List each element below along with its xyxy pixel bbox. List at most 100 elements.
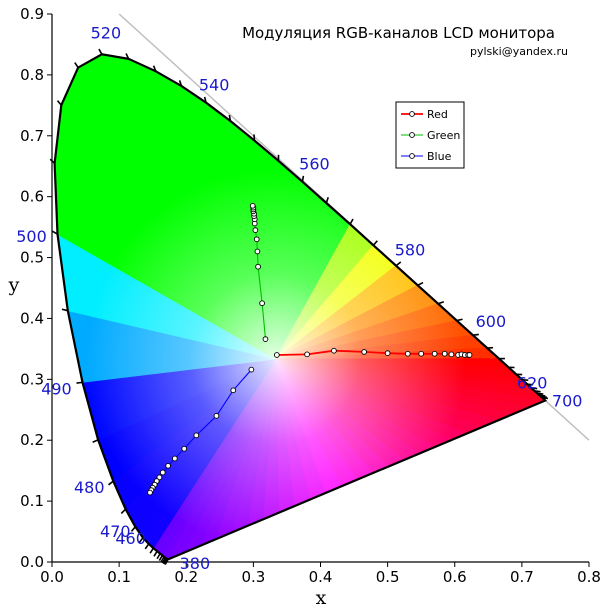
wavelength-label-560: 560	[299, 155, 330, 174]
red-series-point	[431, 350, 438, 357]
chart-title: Модуляция RGB-каналов LCD монитора	[242, 24, 555, 42]
x-tick-label: 0.5	[376, 568, 400, 586]
wavelength-label-620: 620	[517, 373, 548, 392]
wavelength-tick	[152, 65, 157, 72]
chromaticity-fill	[54, 54, 546, 560]
wavelength-tick	[61, 308, 68, 312]
x-tick-label: 0.4	[309, 568, 333, 586]
wavelength-tick	[162, 558, 168, 565]
wavelength-tick	[125, 53, 130, 60]
blue-series-point	[147, 489, 153, 496]
wavelength-tick	[472, 333, 479, 336]
wavelength-tick	[534, 390, 541, 393]
wavelength-tick	[537, 392, 544, 395]
wavelength-ticks	[49, 48, 549, 565]
y-tick-label: 0.0	[20, 553, 44, 571]
x-axis-label: x	[316, 587, 327, 607]
green-series-point	[252, 227, 259, 234]
wavelength-label-470: 470	[100, 522, 131, 541]
green-series-point	[262, 336, 269, 342]
wavelength-tick	[158, 554, 164, 561]
y-tick-label: 0.3	[20, 370, 44, 388]
wavelength-tick	[108, 480, 114, 486]
red-series-point	[361, 349, 367, 355]
green-series-point	[259, 300, 265, 307]
wavelength-label-580: 580	[395, 241, 426, 260]
data-series	[147, 202, 473, 496]
wavelength-label-520: 520	[91, 23, 122, 42]
legend-blue-marker	[409, 153, 415, 159]
wavelength-label-480: 480	[74, 478, 105, 497]
wavelength-tick	[539, 394, 546, 397]
wavelength-tick	[98, 48, 103, 55]
x-tick-label: 0.1	[107, 568, 131, 586]
wavelength-tick	[417, 281, 424, 287]
legend-red-label: Red	[427, 108, 448, 121]
blue-series-point	[159, 469, 166, 476]
red-series-point	[418, 350, 425, 357]
wavelength-label-380: 380	[180, 554, 211, 573]
y-tick-label: 0.8	[20, 66, 44, 84]
wavelength-tick	[149, 547, 155, 554]
x-tick-label: 0.7	[510, 568, 534, 586]
red-series-point	[441, 350, 448, 357]
wavelength-tick	[76, 381, 83, 384]
x-tick-label: 0.8	[577, 568, 601, 586]
x-tick-label: 0.0	[40, 568, 64, 586]
y-tick-label: 0.1	[20, 492, 44, 510]
wavelength-tick	[540, 395, 547, 399]
green-series-point	[249, 202, 256, 209]
y-tick-label: 0.2	[20, 431, 44, 449]
axes: 0.0 0.1 0.2 0.3 0.4 0.5 0.6 0.7 0.8 0.0 0.1 0.2 0.3 0…	[20, 5, 601, 586]
wavelength-tick	[325, 197, 330, 204]
green-series-point	[255, 263, 261, 270]
wavelength-tick	[541, 396, 549, 400]
x-tick-label: 0.6	[443, 568, 467, 586]
wavelength-tick	[349, 218, 354, 225]
blue-series-point	[230, 387, 237, 394]
y-tick-label: 0.9	[20, 5, 44, 23]
red-series-point	[384, 350, 391, 357]
red-series-point	[448, 351, 455, 358]
wavelength-tick	[144, 543, 150, 550]
blue-series-point	[248, 366, 255, 373]
red-series-point	[404, 350, 411, 357]
legend-blue-label: Blue	[427, 150, 452, 163]
wavelength-label-700: 700	[552, 391, 583, 410]
wavelength-tick	[130, 526, 136, 532]
wavelength-tick	[92, 439, 99, 443]
wavelength-tick	[253, 134, 256, 141]
wavelength-tick	[437, 300, 445, 305]
blue-series-point	[193, 432, 200, 439]
wavelength-tick	[56, 100, 62, 106]
wavelength-label-490: 490	[41, 379, 72, 398]
y-axis-label: y	[8, 274, 20, 296]
wavelength-label-540: 540	[199, 76, 230, 95]
wavelength-label-500: 500	[16, 227, 47, 246]
chart-subtitle: pylski@yandex.ru	[470, 45, 568, 58]
wavelength-tick	[51, 230, 58, 235]
red-series-point	[274, 352, 280, 358]
red-series-point	[331, 347, 337, 354]
wavelength-label-600: 600	[476, 312, 507, 331]
y-tick-label: 0.5	[20, 249, 44, 267]
blue-series-point	[156, 474, 163, 481]
wavelength-tick	[531, 387, 538, 390]
y-tick-label: 0.4	[20, 309, 44, 327]
green-series-point	[253, 236, 260, 243]
wavelength-tick	[120, 508, 127, 514]
wavelength-tick	[372, 240, 378, 246]
legend-red-marker	[409, 111, 415, 117]
wavelength-tick	[178, 80, 183, 87]
green-series-point	[254, 248, 261, 255]
wavelength-tick	[156, 553, 161, 560]
blue-series-point	[171, 455, 178, 462]
wavelength-tick	[395, 261, 402, 267]
wavelength-tick	[301, 175, 305, 182]
legend-green-marker	[409, 132, 415, 138]
legend-green-label: Green	[427, 129, 460, 142]
wavelength-tick	[153, 550, 158, 557]
red-series-point	[304, 351, 310, 358]
